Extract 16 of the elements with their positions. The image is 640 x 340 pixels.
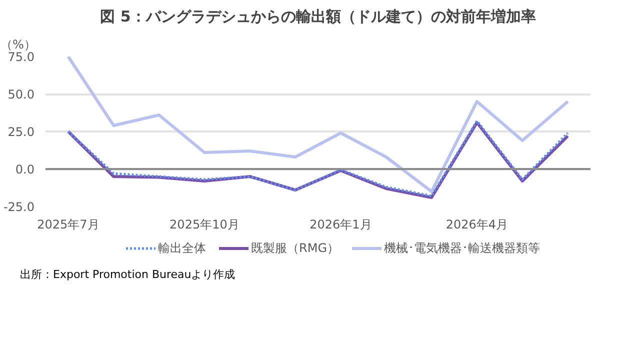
- y-axis-title: （%）: [0, 38, 36, 52]
- y-tick-label: 75.0: [8, 50, 34, 64]
- x-tick-label: 2025年7月: [37, 218, 100, 232]
- y-tick-label: 25.0: [8, 125, 34, 139]
- x-tick-label: 2025年10月: [170, 218, 240, 232]
- text: 出所：Export Promotion Bureauより作成: [20, 267, 236, 283]
- legend-label: 機械･電気機器･輸送機器類等: [384, 240, 540, 256]
- y-tick-label: -25.0: [3, 200, 35, 214]
- line-series: [66, 56, 570, 193]
- chart-title: 図 5：バングラデシュからの輸出額（ドル建て）の対前年増加率: [100, 8, 536, 26]
- y-tick-label: 50.0: [8, 88, 34, 102]
- x-tick-label: 2026年4月: [446, 218, 508, 232]
- legend-label: 既製服（RMG）: [251, 240, 339, 256]
- x-tick-label: 2026年1月: [310, 218, 372, 232]
- y-tick-label: 0.0: [15, 162, 35, 176]
- legend-label: 輸出全体: [158, 240, 206, 256]
